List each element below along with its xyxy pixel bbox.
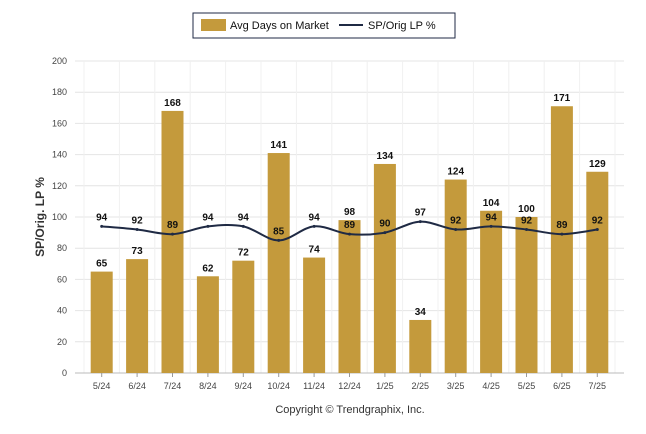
line-value-label: 94	[238, 212, 250, 223]
bar-value-label: 72	[238, 248, 250, 259]
x-tick-label: 12/24	[338, 381, 361, 391]
bar-value-label: 34	[415, 307, 427, 318]
line-point	[241, 224, 245, 228]
y-tick-label: 40	[57, 306, 67, 316]
bar-value-label: 141	[270, 140, 287, 151]
y-tick-label: 20	[57, 337, 67, 347]
line-point	[277, 238, 281, 242]
bar	[267, 153, 290, 373]
bar	[338, 220, 361, 373]
line-value-label: 85	[273, 226, 285, 237]
bar-value-label: 124	[447, 167, 464, 178]
line-point	[525, 227, 528, 231]
line-value-label: 97	[415, 208, 427, 219]
x-tick-label: 6/25	[553, 381, 571, 391]
x-tick-label: 9/24	[235, 381, 253, 391]
bar-value-label: 62	[202, 263, 214, 274]
line-point	[595, 227, 599, 231]
x-tick-label: 8/24	[199, 381, 217, 391]
line-value-label: 90	[379, 219, 391, 230]
line-value-label: 94	[96, 212, 108, 223]
legend-box	[192, 12, 456, 39]
bar	[480, 210, 503, 373]
y-tick-label: 120	[52, 181, 67, 191]
y-axis-title: SP/Orig. LP %	[33, 177, 47, 257]
bar-value-label: 98	[344, 207, 356, 218]
bar-value-label: 73	[132, 246, 144, 257]
bar	[196, 276, 219, 373]
bar	[373, 163, 396, 373]
data-labels: 65 73 168 62 72 141 74 98 134 34 124 104 100 171 129 94…	[96, 93, 606, 318]
bar	[515, 217, 538, 373]
y-tick-label: 80	[57, 243, 67, 253]
legend-bar-label: Avg Days on Market	[230, 20, 329, 32]
y-tick-label: 160	[52, 118, 67, 128]
bar	[232, 260, 255, 373]
x-tick-label: 7/24	[164, 381, 182, 391]
line-value-label: 89	[167, 220, 179, 231]
bar	[444, 179, 467, 373]
line-point	[489, 224, 493, 228]
y-tick-label: 140	[52, 150, 67, 160]
line-value-label: 94	[202, 212, 214, 223]
bar	[550, 106, 573, 374]
x-tick-label: 6/24	[128, 381, 146, 391]
line-point	[454, 227, 458, 231]
x-tick-label: 10/24	[267, 381, 290, 391]
y-tick-label: 200	[52, 56, 67, 66]
x-tick-label: 5/24	[93, 381, 111, 391]
line-value-label: 92	[592, 215, 604, 226]
legend-bar-swatch	[201, 19, 226, 31]
x-tick-label: 7/25	[589, 381, 607, 391]
axes: 0 20 40 60 80 100 120 140 160 180 200 5/24 6/24 7/24 8…	[52, 56, 624, 391]
bar-value-label: 171	[554, 93, 571, 104]
line-point	[348, 232, 351, 236]
x-tick-label: 2/25	[412, 381, 430, 391]
bar-value-label: 65	[96, 259, 108, 270]
legend-line-label: SP/Orig LP %	[368, 20, 436, 32]
bar-value-label: 100	[518, 204, 535, 215]
bar	[126, 259, 149, 373]
y-tick-label: 60	[57, 274, 67, 284]
line-point	[135, 227, 139, 231]
line-point	[100, 224, 104, 228]
line-value-label: 92	[450, 215, 462, 226]
line-point	[560, 232, 564, 236]
x-tick-label: 4/25	[482, 381, 500, 391]
line-value-label: 94	[309, 212, 321, 223]
line-point	[312, 224, 316, 228]
line-point	[418, 220, 422, 224]
line-point	[206, 224, 210, 228]
y-tick-label: 0	[62, 368, 67, 378]
y-tick-label: 100	[52, 212, 67, 222]
bar-value-label: 134	[377, 151, 394, 162]
x-tick-label: 1/25	[376, 381, 394, 391]
line-point	[383, 231, 387, 235]
bar	[409, 319, 432, 373]
bar	[303, 257, 326, 373]
x-tick-label: 3/25	[447, 381, 465, 391]
line-value-label: 94	[486, 212, 498, 223]
x-tick-label: 11/24	[303, 381, 325, 391]
line-value-label: 92	[521, 215, 533, 226]
line-series	[100, 220, 599, 242]
legend: Avg Days on Market SP/Orig LP %	[192, 12, 456, 39]
copyright-text: Copyright © Trendgraphix, Inc.	[275, 404, 424, 416]
bar-series	[90, 106, 609, 374]
bar-value-label: 104	[483, 198, 500, 209]
y-tick-label: 180	[52, 87, 67, 97]
line-point	[171, 232, 174, 236]
line-value-label: 92	[132, 215, 144, 226]
x-tick-label: 5/25	[518, 381, 536, 391]
line-value-label: 89	[556, 220, 568, 231]
bar	[90, 271, 113, 373]
bar-value-label: 129	[589, 159, 606, 170]
bar	[586, 171, 609, 373]
bar	[161, 110, 184, 374]
bar-value-label: 168	[164, 98, 181, 109]
bar-value-label: 74	[309, 245, 321, 256]
line-value-label: 89	[344, 220, 356, 231]
